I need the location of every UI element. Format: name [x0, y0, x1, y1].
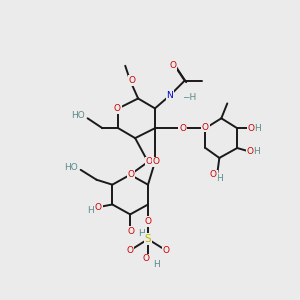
Text: O: O — [210, 170, 217, 179]
Text: O: O — [169, 61, 176, 70]
Text: HO: HO — [71, 111, 85, 120]
Text: H: H — [153, 260, 160, 269]
Text: O: O — [128, 170, 135, 179]
Text: O: O — [152, 158, 159, 166]
Text: −H: −H — [182, 93, 196, 102]
Text: H: H — [253, 148, 260, 157]
Text: O: O — [127, 246, 134, 255]
Text: O: O — [179, 124, 186, 133]
Text: O: O — [162, 246, 169, 255]
Text: O: O — [142, 254, 149, 263]
Text: O: O — [129, 76, 136, 85]
Text: O: O — [114, 104, 121, 113]
Text: N: N — [167, 91, 173, 100]
Text: H: H — [216, 174, 223, 183]
Text: H: H — [87, 206, 94, 215]
Text: O: O — [202, 123, 209, 132]
Text: O: O — [128, 227, 135, 236]
Text: H: H — [138, 229, 145, 238]
Text: O: O — [248, 124, 255, 133]
Text: O: O — [145, 217, 152, 226]
Text: O: O — [95, 203, 102, 212]
Text: O: O — [146, 158, 152, 166]
Text: H: H — [254, 124, 261, 133]
Text: S: S — [145, 234, 151, 244]
Text: O: O — [247, 148, 254, 157]
Text: HO: HO — [64, 163, 78, 172]
